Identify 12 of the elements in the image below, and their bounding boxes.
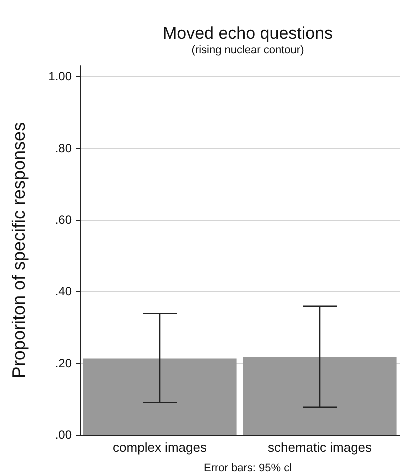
text: Error bars: 95% cl [204,462,292,474]
chart-title: Moved echo questions [162,24,334,43]
y-tick-label: .80 [55,141,72,156]
x-tick-label: complex images [113,440,208,455]
y-tick-label: 1.00 [48,70,72,84]
x-tick-label: schematic images [268,440,373,455]
chart-subtitle: (rising nuclear contour) [192,44,304,56]
y-tick-label: .60 [55,213,72,228]
y-tick-label: .00 [55,428,72,442]
y-tick-label: .40 [55,284,72,299]
y-tick-label: .20 [55,356,72,370]
y-axis-title: Proporiton of specific responses [9,122,29,379]
